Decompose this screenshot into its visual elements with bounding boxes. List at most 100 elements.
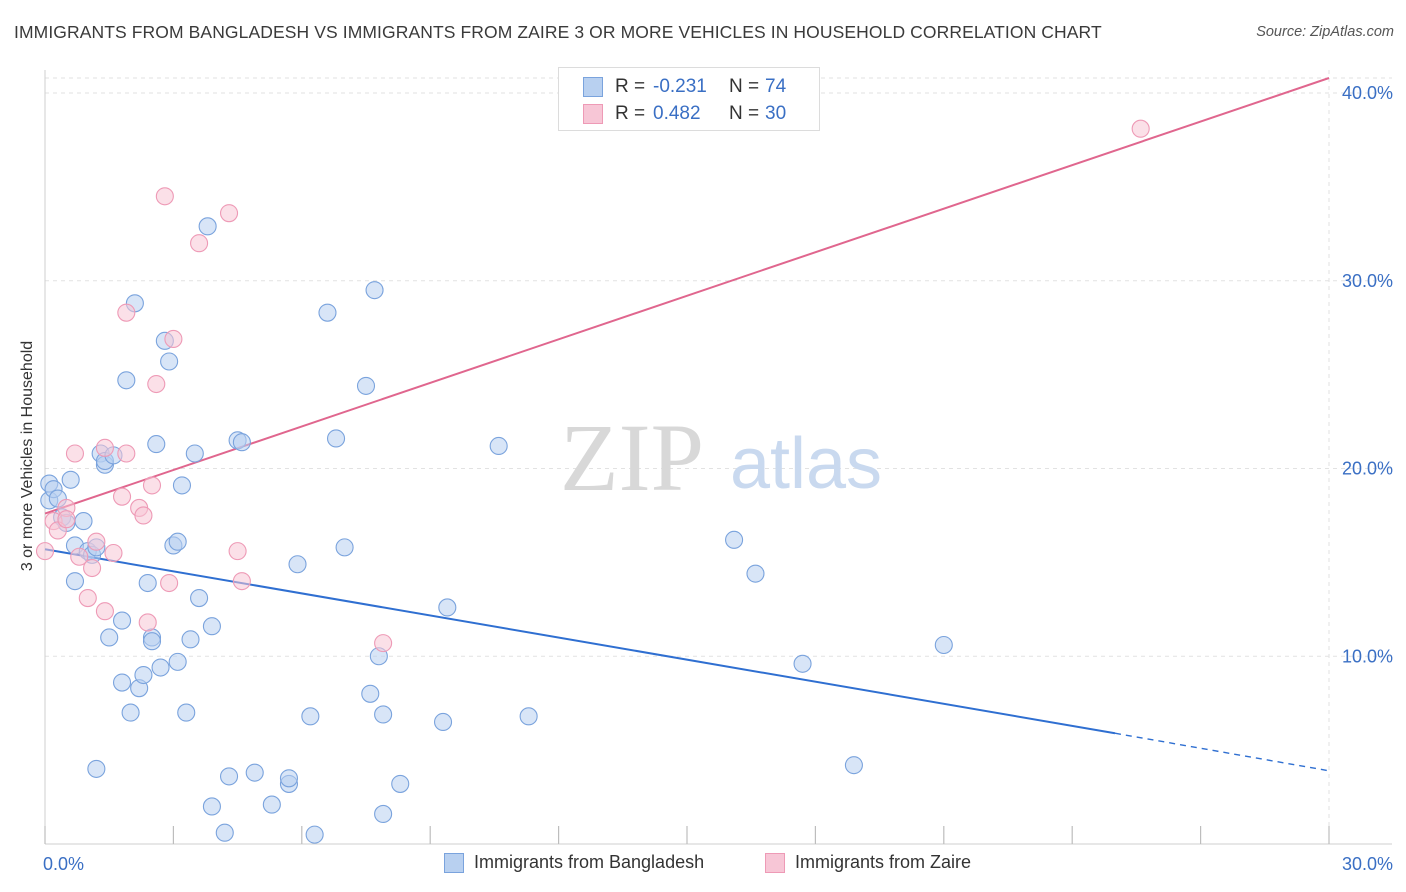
x-tick-label: 0.0% (43, 854, 84, 874)
bangladesh-point (288, 555, 307, 574)
y-tick-label: 10.0% (1342, 646, 1393, 666)
bangladesh-point (202, 617, 221, 636)
bangladesh-point (117, 371, 136, 390)
r-value: 0.482 (653, 103, 701, 124)
zaire-point (35, 542, 55, 561)
bangladesh-point (361, 684, 380, 703)
legend-row-zaire: R = 0.482 N = 30 (583, 102, 786, 126)
zaire-point (117, 444, 136, 463)
zaire-point (134, 506, 153, 525)
bangladesh-trend-extension (1114, 732, 1330, 772)
zaire-point (83, 558, 102, 578)
zaire-point (190, 234, 209, 253)
bangladesh-point (168, 532, 187, 551)
bangladesh-point (365, 281, 384, 300)
bangladesh-point (87, 759, 106, 778)
bangladesh-point (112, 611, 132, 630)
bangladesh-point (121, 703, 140, 722)
bangladesh-point (725, 530, 744, 549)
zaire-point (95, 438, 114, 457)
bangladesh-point (844, 756, 863, 775)
chart-title: IMMIGRANTS FROM BANGLADESH VS IMMIGRANTS… (14, 22, 1102, 42)
n-label: N = (729, 103, 760, 124)
bangladesh-point (177, 703, 196, 722)
legend-item-bangladesh: Immigrants from Bangladesh (444, 852, 704, 873)
zaire-point (112, 487, 132, 506)
n-value: 30 (765, 103, 787, 124)
y-tick-label: 40.0% (1342, 83, 1393, 103)
source-label: Source: ZipAtlas.com (1256, 24, 1394, 40)
zaire-point (104, 543, 123, 563)
r-label: R = (615, 103, 646, 124)
bangladesh-point (168, 652, 187, 671)
zaire-point (117, 303, 136, 322)
bangladesh-point (61, 470, 80, 489)
bangladesh-point (181, 630, 200, 649)
correlation-legend: R = -0.231 N = 74 R = 0.482 N = 30 (558, 67, 820, 131)
zaire-point (155, 187, 174, 206)
bangladesh-point (134, 665, 153, 685)
tick-labels: 10.0% 20.0% 30.0% 40.0% 0.0% 30.0% (43, 83, 1393, 874)
bangladesh-point (335, 538, 354, 557)
bangladesh-point (279, 769, 299, 788)
watermark-zip: ZIP (560, 404, 704, 511)
zaire-point (87, 532, 106, 551)
bangladesh-point (172, 476, 192, 495)
bangladesh-point (519, 707, 538, 726)
watermark-atlas: atlas (730, 424, 882, 504)
legend-row-bangladesh: R = -0.231 N = 74 (583, 75, 786, 99)
bangladesh-point (934, 635, 953, 655)
bangladesh-point (112, 673, 132, 692)
bangladesh-point (198, 217, 217, 236)
bangladesh-point (190, 589, 209, 608)
zaire-trend-line (44, 77, 1330, 515)
zaire-point (78, 589, 97, 608)
bangladesh-point (433, 712, 453, 732)
legend-item-zaire: Immigrants from Zaire (765, 852, 971, 873)
y-tick-label: 30.0% (1342, 271, 1393, 291)
bangladesh-point (746, 564, 765, 583)
bangladesh-point (160, 352, 179, 371)
bangladesh-point (262, 795, 281, 814)
bangladesh-point (245, 763, 264, 782)
zaire-point (164, 329, 183, 349)
bangladesh-legend-label: Immigrants from Bangladesh (474, 852, 705, 872)
zaire-point (57, 510, 76, 529)
zaire-legend-swatch (765, 852, 785, 873)
bangladesh-point (202, 797, 221, 816)
bangladesh-point (74, 512, 93, 531)
y-axis-label: 3 or more Vehicles in Household (19, 340, 36, 572)
zaire-point (138, 613, 157, 632)
zaire-point (147, 374, 166, 394)
bangladesh-point (326, 429, 346, 448)
bangladesh-swatch (583, 77, 603, 97)
zaire-point (1131, 119, 1150, 138)
bangladesh-point (391, 774, 410, 793)
bangladesh-point (374, 804, 393, 824)
bangladesh-point (305, 825, 324, 844)
zaire-point (70, 547, 89, 566)
y-tick-label: 20.0% (1342, 459, 1393, 479)
bangladesh-point (151, 658, 170, 677)
grid-lines (45, 70, 1392, 844)
bangladesh-point (438, 598, 457, 617)
data-points (35, 119, 1150, 844)
bangladesh-point (215, 823, 234, 842)
bangladesh-trend-line (44, 548, 1116, 735)
bangladesh-point (301, 707, 320, 726)
bangladesh-point (142, 632, 162, 651)
zaire-point (374, 634, 393, 653)
zaire-point (65, 444, 85, 463)
zaire-point (228, 542, 247, 561)
zaire-point (95, 602, 114, 621)
zaire-swatch (583, 104, 603, 124)
bangladesh-point (65, 572, 85, 591)
x-tick-label: 30.0% (1342, 854, 1393, 874)
zaire-point (142, 476, 162, 495)
bangladesh-point (147, 435, 166, 454)
zaire-point (232, 572, 251, 591)
trend-lines (44, 77, 1330, 772)
zaire-legend-label: Immigrants from Zaire (795, 852, 972, 872)
bangladesh-point (489, 436, 508, 456)
